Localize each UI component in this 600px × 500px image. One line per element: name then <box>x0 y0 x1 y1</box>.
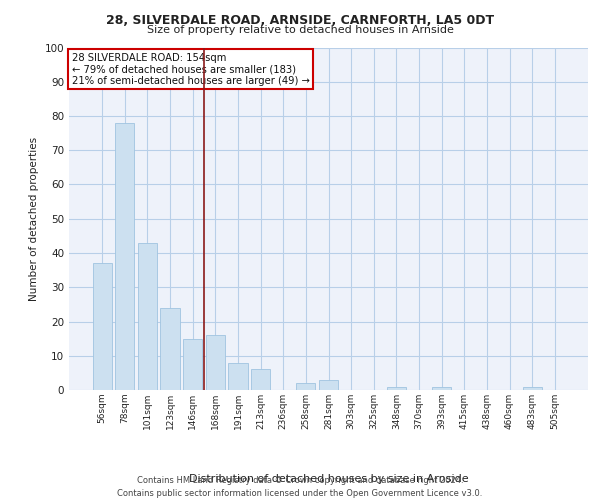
Bar <box>160 308 180 390</box>
Text: Size of property relative to detached houses in Arnside: Size of property relative to detached ho… <box>146 25 454 35</box>
Bar <box>92 264 112 390</box>
Text: 28 SILVERDALE ROAD: 154sqm
← 79% of detached houses are smaller (183)
21% of sem: 28 SILVERDALE ROAD: 154sqm ← 79% of deta… <box>71 52 310 86</box>
Bar <box>251 370 270 390</box>
X-axis label: Distribution of detached houses by size in Arnside: Distribution of detached houses by size … <box>188 474 469 484</box>
Bar <box>296 383 316 390</box>
Bar <box>387 386 406 390</box>
Bar <box>206 335 225 390</box>
Bar <box>138 242 157 390</box>
Y-axis label: Number of detached properties: Number of detached properties <box>29 136 39 301</box>
Bar <box>229 362 248 390</box>
Bar <box>432 386 451 390</box>
Bar <box>319 380 338 390</box>
Text: Contains HM Land Registry data © Crown copyright and database right 2024.
Contai: Contains HM Land Registry data © Crown c… <box>118 476 482 498</box>
Bar <box>115 123 134 390</box>
Bar <box>523 386 542 390</box>
Text: 28, SILVERDALE ROAD, ARNSIDE, CARNFORTH, LA5 0DT: 28, SILVERDALE ROAD, ARNSIDE, CARNFORTH,… <box>106 14 494 27</box>
Bar <box>183 338 202 390</box>
